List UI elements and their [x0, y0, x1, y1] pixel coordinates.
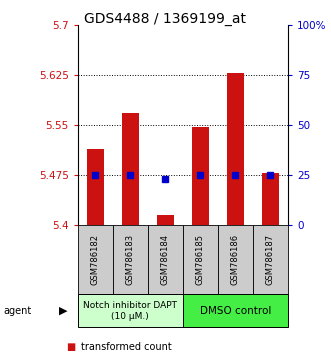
Text: ■: ■: [66, 342, 75, 352]
Text: GSM786183: GSM786183: [126, 234, 135, 285]
Text: ▶: ▶: [59, 306, 67, 316]
Bar: [227, 73, 244, 225]
Text: GSM786187: GSM786187: [266, 234, 275, 285]
Text: Notch inhibitor DAPT
(10 μM.): Notch inhibitor DAPT (10 μM.): [83, 301, 177, 321]
Bar: [157, 215, 174, 225]
Text: DMSO control: DMSO control: [200, 306, 271, 316]
Text: GSM786182: GSM786182: [91, 234, 100, 285]
Text: GSM786184: GSM786184: [161, 234, 170, 285]
Text: GSM786186: GSM786186: [231, 234, 240, 285]
Text: agent: agent: [3, 306, 31, 316]
Bar: [192, 127, 209, 225]
Bar: [86, 149, 104, 225]
Bar: [121, 113, 139, 225]
Text: transformed count: transformed count: [81, 342, 172, 352]
Text: GDS4488 / 1369199_at: GDS4488 / 1369199_at: [84, 12, 247, 27]
Bar: [262, 173, 279, 225]
Text: GSM786185: GSM786185: [196, 234, 205, 285]
